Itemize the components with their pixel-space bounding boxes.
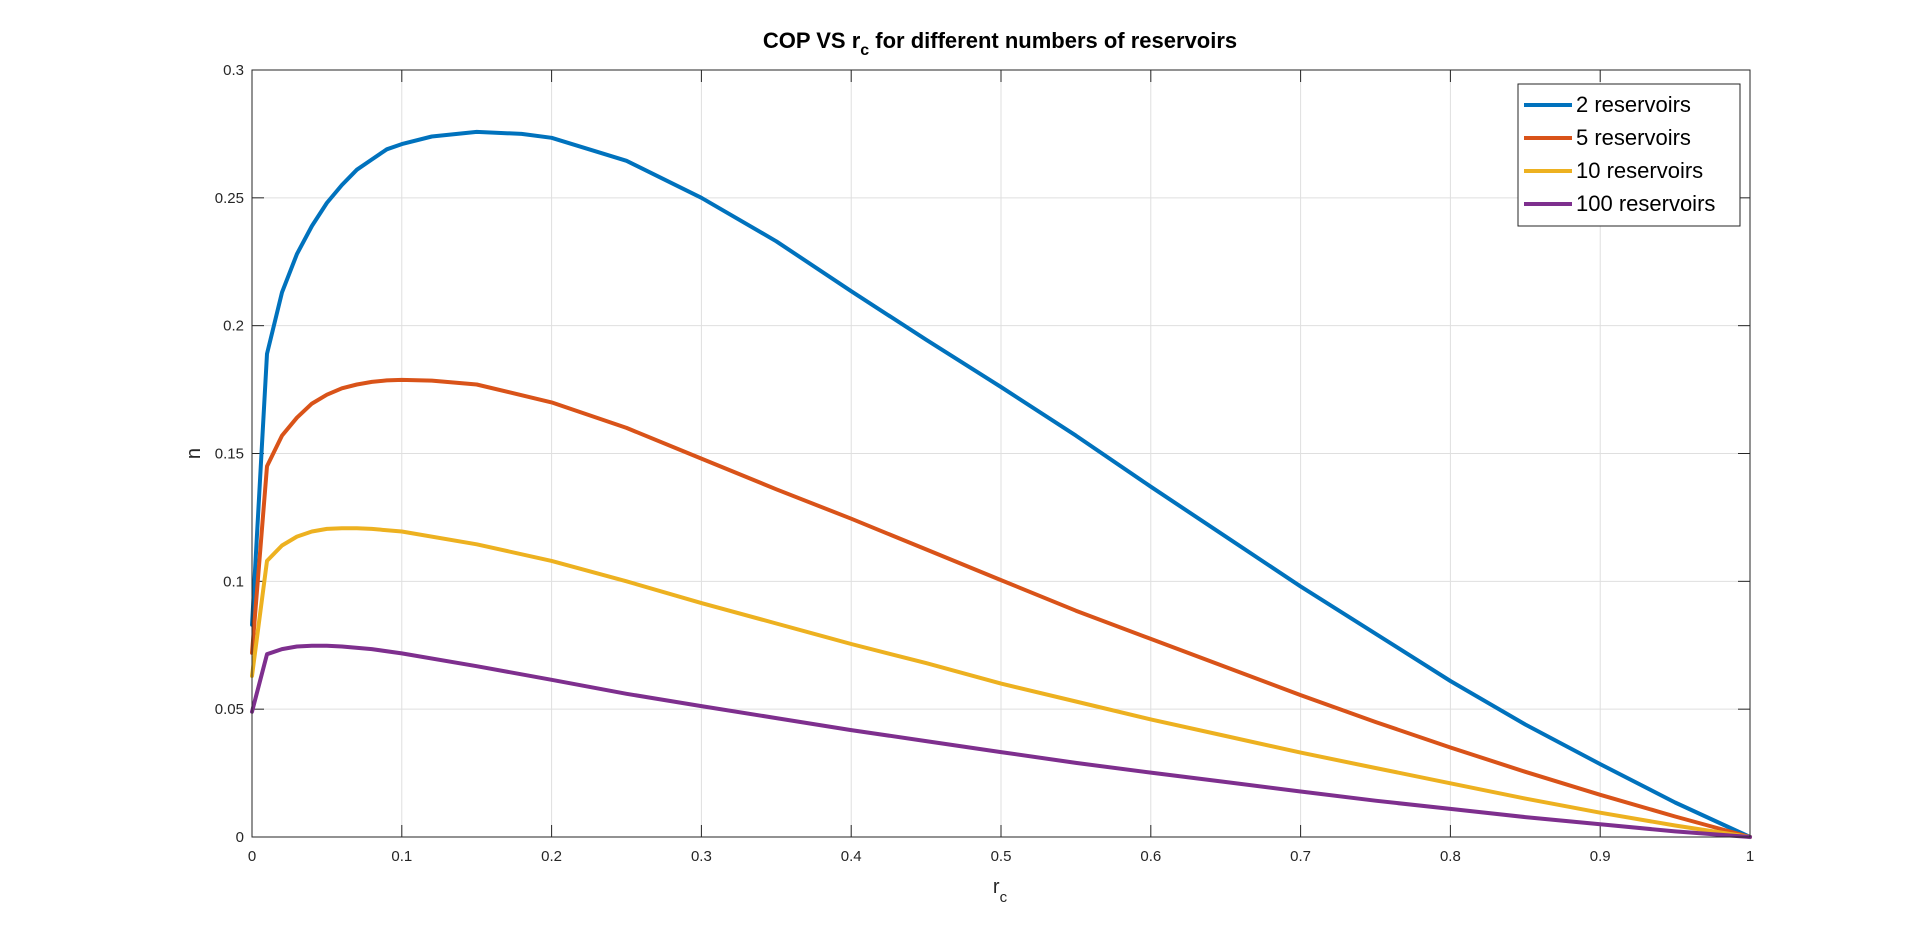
legend: 2 reservoirs 5 reservoirs 10 reservoirs 100… bbox=[1517, 83, 1741, 227]
series-line-3 bbox=[250, 526, 1752, 839]
x-tick-label: 0.3 bbox=[691, 848, 712, 865]
tick-labels: 0 0.1 0.2 0.3 0.4 0.5 0.6 0.7 0.8 0.9 1 0 0.05 0.1 0.1… bbox=[215, 62, 1754, 865]
chart-title-suffix: for different numbers of reservoirs bbox=[869, 28, 1237, 53]
x-tick-label: 0.2 bbox=[541, 848, 562, 865]
x-tick-label: 0.5 bbox=[991, 848, 1012, 865]
x-tick-label: 0 bbox=[248, 848, 256, 865]
legend-label: 5 reservoirs bbox=[1576, 125, 1691, 150]
y-tick-label: 0.3 bbox=[223, 62, 244, 79]
x-tick-label: 0.1 bbox=[391, 848, 412, 865]
x-axis-label-main: r bbox=[993, 876, 1000, 898]
legend-label: 100 reservoirs bbox=[1576, 191, 1715, 216]
y-tick-label: 0.25 bbox=[215, 190, 244, 207]
y-tick-label: 0.15 bbox=[215, 446, 244, 463]
axes-box bbox=[251, 69, 1751, 838]
x-axis-label: rc bbox=[993, 876, 1008, 906]
y-tick-label: 0.1 bbox=[223, 573, 244, 590]
x-tick-label: 0.8 bbox=[1440, 848, 1461, 865]
chart-title-main: COP VS r bbox=[763, 28, 861, 53]
series-group bbox=[250, 129, 1752, 839]
y-tick-label: 0.2 bbox=[223, 318, 244, 335]
chart-title-subscript: c bbox=[860, 42, 869, 59]
legend-label: 10 reservoirs bbox=[1576, 158, 1703, 183]
x-tick-label: 0.7 bbox=[1290, 848, 1311, 865]
series-line-1 bbox=[250, 129, 1752, 839]
series-line-2 bbox=[250, 377, 1752, 839]
x-tick-label: 0.6 bbox=[1140, 848, 1161, 865]
chart-title: COP VS rc for different numbers of reser… bbox=[763, 28, 1237, 59]
x-axis-label-subscript: c bbox=[1000, 889, 1008, 906]
x-tick-label: 0.4 bbox=[841, 848, 862, 865]
x-tick-label: 1 bbox=[1746, 848, 1754, 865]
legend-label: 2 reservoirs bbox=[1576, 92, 1691, 117]
y-axis-label: n bbox=[183, 448, 205, 459]
series-line-4 bbox=[250, 643, 1752, 839]
x-tick-label: 0.9 bbox=[1590, 848, 1611, 865]
y-tick-label: 0.05 bbox=[215, 701, 244, 718]
y-tick-label: 0 bbox=[236, 829, 244, 846]
